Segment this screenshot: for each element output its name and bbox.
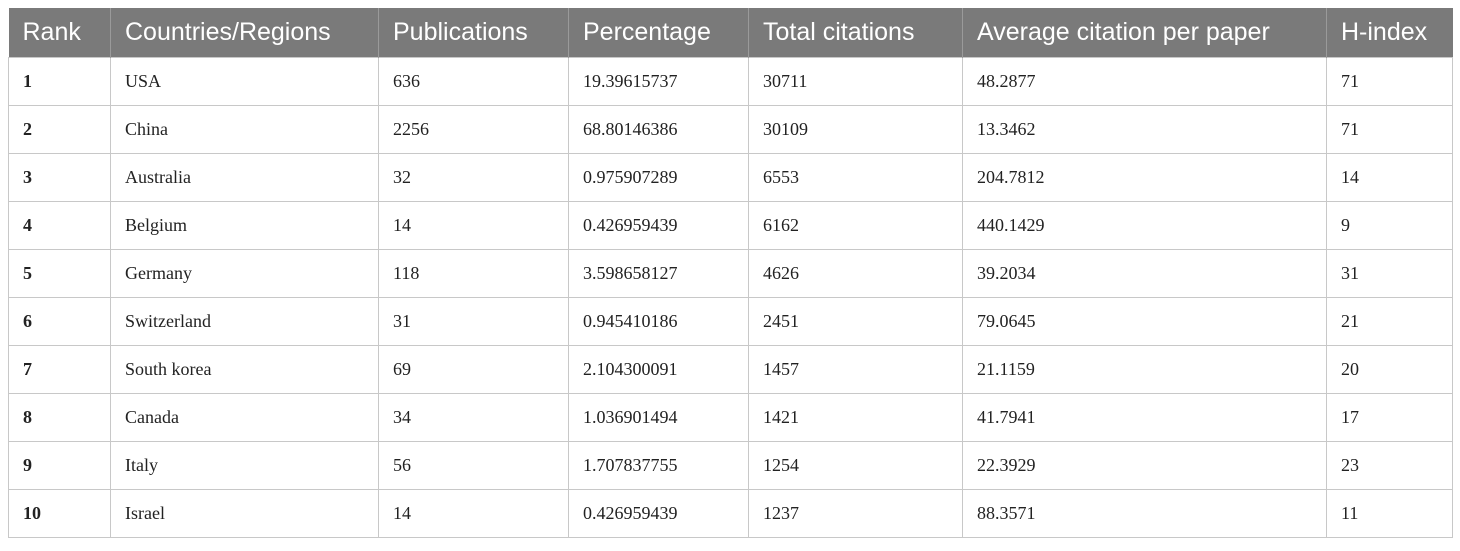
cell-h-index: 71 [1326,105,1453,154]
cell-percentage: 0.945410186 [568,297,749,346]
table-row: 9 Italy 56 1.707837755 1254 22.3929 23 [8,441,1453,490]
cell-rank: 9 [8,441,111,490]
cell-total-citations: 6162 [748,201,963,250]
cell-average-citation: 41.7941 [962,393,1327,442]
table-row: 1 USA 636 19.39615737 30711 48.2877 71 [8,57,1453,106]
cell-publications: 636 [378,57,569,106]
table-row: 5 Germany 118 3.598658127 4626 39.2034 31 [8,249,1453,298]
header-percentage: Percentage [568,8,749,58]
cell-h-index: 9 [1326,201,1453,250]
table-row: 8 Canada 34 1.036901494 1421 41.7941 17 [8,393,1453,442]
cell-average-citation: 204.7812 [962,153,1327,202]
cell-total-citations: 1421 [748,393,963,442]
header-average-citation: Average citation per paper [962,8,1327,58]
table-row: 3 Australia 32 0.975907289 6553 204.7812 14 [8,153,1453,202]
cell-percentage: 0.975907289 [568,153,749,202]
cell-average-citation: 440.1429 [962,201,1327,250]
cell-total-citations: 30109 [748,105,963,154]
cell-publications: 118 [378,249,569,298]
table-row: 6 Switzerland 31 0.945410186 2451 79.0645 21 [8,297,1453,346]
cell-average-citation: 79.0645 [962,297,1327,346]
cell-average-citation: 13.3462 [962,105,1327,154]
cell-rank: 2 [8,105,111,154]
cell-total-citations: 1254 [748,441,963,490]
cell-percentage: 68.80146386 [568,105,749,154]
cell-total-citations: 1457 [748,345,963,394]
cell-h-index: 20 [1326,345,1453,394]
table-container: Rank Countries/Regions Publications Perc… [8,8,1453,538]
cell-h-index: 21 [1326,297,1453,346]
cell-h-index: 23 [1326,441,1453,490]
cell-h-index: 11 [1326,489,1453,538]
header-publications: Publications [378,8,569,58]
cell-country: Belgium [110,201,379,250]
header-total-citations: Total citations [748,8,963,58]
countries-table: Rank Countries/Regions Publications Perc… [8,8,1453,538]
table-row: 10 Israel 14 0.426959439 1237 88.3571 11 [8,489,1453,538]
cell-total-citations: 30711 [748,57,963,106]
cell-country: Germany [110,249,379,298]
table-row: 7 South korea 69 2.104300091 1457 21.1159 20 [8,345,1453,394]
cell-publications: 31 [378,297,569,346]
cell-percentage: 19.39615737 [568,57,749,106]
cell-h-index: 71 [1326,57,1453,106]
cell-publications: 14 [378,201,569,250]
cell-country: Italy [110,441,379,490]
cell-rank: 10 [8,489,111,538]
cell-publications: 34 [378,393,569,442]
cell-publications: 2256 [378,105,569,154]
cell-total-citations: 2451 [748,297,963,346]
cell-average-citation: 88.3571 [962,489,1327,538]
cell-h-index: 31 [1326,249,1453,298]
cell-rank: 8 [8,393,111,442]
cell-average-citation: 39.2034 [962,249,1327,298]
cell-country: Australia [110,153,379,202]
header-rank: Rank [8,8,111,58]
cell-total-citations: 4626 [748,249,963,298]
cell-rank: 6 [8,297,111,346]
cell-average-citation: 21.1159 [962,345,1327,394]
cell-country: China [110,105,379,154]
cell-percentage: 1.036901494 [568,393,749,442]
cell-percentage: 0.426959439 [568,489,749,538]
table-row: 2 China 2256 68.80146386 30109 13.3462 71 [8,105,1453,154]
header-h-index: H-index [1326,8,1453,58]
cell-percentage: 2.104300091 [568,345,749,394]
header-countries-regions: Countries/Regions [110,8,379,58]
table-header: Rank Countries/Regions Publications Perc… [8,8,1453,58]
cell-percentage: 0.426959439 [568,201,749,250]
cell-h-index: 14 [1326,153,1453,202]
table-row: 4 Belgium 14 0.426959439 6162 440.1429 9 [8,201,1453,250]
cell-average-citation: 22.3929 [962,441,1327,490]
cell-publications: 14 [378,489,569,538]
cell-country: Canada [110,393,379,442]
cell-publications: 69 [378,345,569,394]
cell-country: Switzerland [110,297,379,346]
cell-rank: 5 [8,249,111,298]
cell-total-citations: 1237 [748,489,963,538]
cell-country: USA [110,57,379,106]
cell-rank: 4 [8,201,111,250]
cell-average-citation: 48.2877 [962,57,1327,106]
cell-rank: 1 [8,57,111,106]
cell-percentage: 1.707837755 [568,441,749,490]
cell-country: Israel [110,489,379,538]
cell-percentage: 3.598658127 [568,249,749,298]
cell-total-citations: 6553 [748,153,963,202]
cell-country: South korea [110,345,379,394]
cell-rank: 3 [8,153,111,202]
cell-publications: 32 [378,153,569,202]
cell-rank: 7 [8,345,111,394]
table-body: 1 USA 636 19.39615737 30711 48.2877 71 2 China 22… [8,57,1453,538]
cell-publications: 56 [378,441,569,490]
cell-h-index: 17 [1326,393,1453,442]
header-row: Rank Countries/Regions Publications Perc… [8,8,1453,58]
